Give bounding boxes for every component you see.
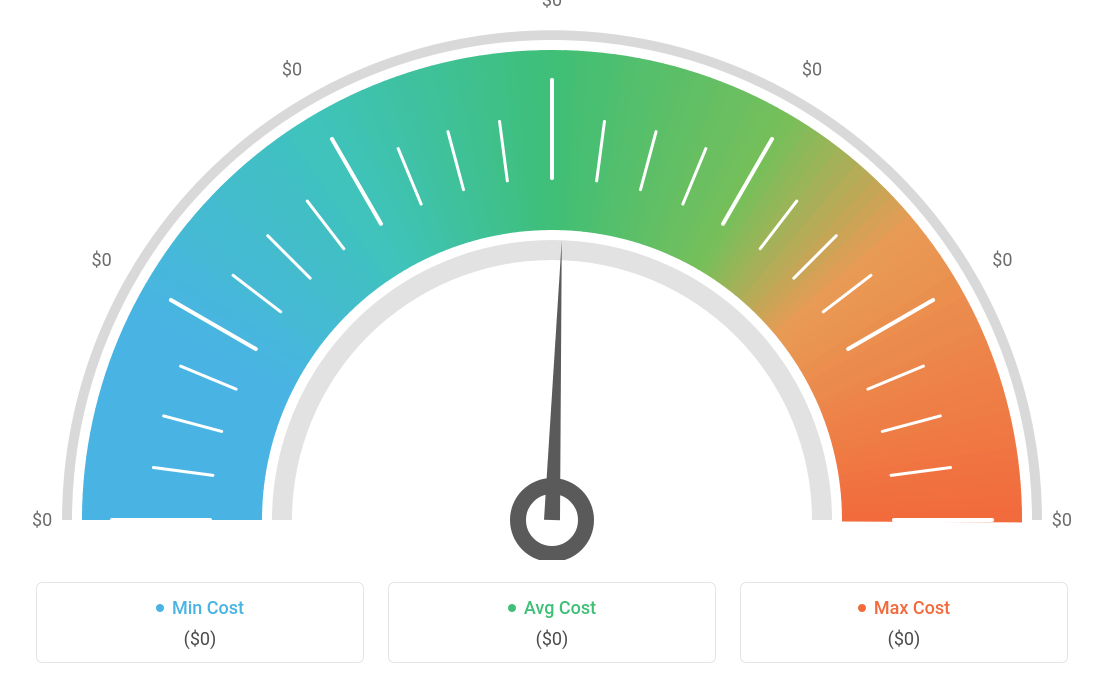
svg-text:$0: $0	[282, 60, 302, 81]
legend-value-min: ($0)	[47, 629, 353, 650]
legend-text-max: Max Cost	[874, 598, 950, 619]
legend-dot-min	[156, 604, 164, 612]
legend-card-min: Min Cost ($0)	[36, 582, 364, 663]
svg-text:$0: $0	[92, 250, 112, 271]
gauge-chart-container: $0 $0 $0 $0 $0 $0 $0 Min Cost ($0) Avg Cost ($…	[0, 0, 1104, 690]
legend-dot-avg	[508, 604, 516, 612]
legend-value-avg: ($0)	[399, 629, 705, 650]
legend-card-avg: Avg Cost ($0)	[388, 582, 716, 663]
legend-text-min: Min Cost	[172, 598, 244, 619]
svg-text:$0: $0	[992, 250, 1012, 271]
legend-label-avg: Avg Cost	[508, 598, 596, 619]
legend-text-avg: Avg Cost	[524, 598, 596, 619]
legend-label-max: Max Cost	[858, 598, 950, 619]
svg-text:$0: $0	[802, 60, 822, 81]
legend-row: Min Cost ($0) Avg Cost ($0) Max Cost ($0…	[36, 582, 1068, 663]
legend-dot-max	[858, 604, 866, 612]
svg-text:$0: $0	[32, 510, 52, 531]
gauge-area: $0 $0 $0 $0 $0 $0 $0	[0, 0, 1104, 560]
legend-label-min: Min Cost	[156, 598, 244, 619]
svg-text:$0: $0	[542, 0, 562, 11]
svg-text:$0: $0	[1052, 510, 1072, 531]
legend-value-max: ($0)	[751, 629, 1057, 650]
gauge-svg: $0 $0 $0 $0 $0 $0 $0	[0, 0, 1104, 560]
legend-card-max: Max Cost ($0)	[740, 582, 1068, 663]
